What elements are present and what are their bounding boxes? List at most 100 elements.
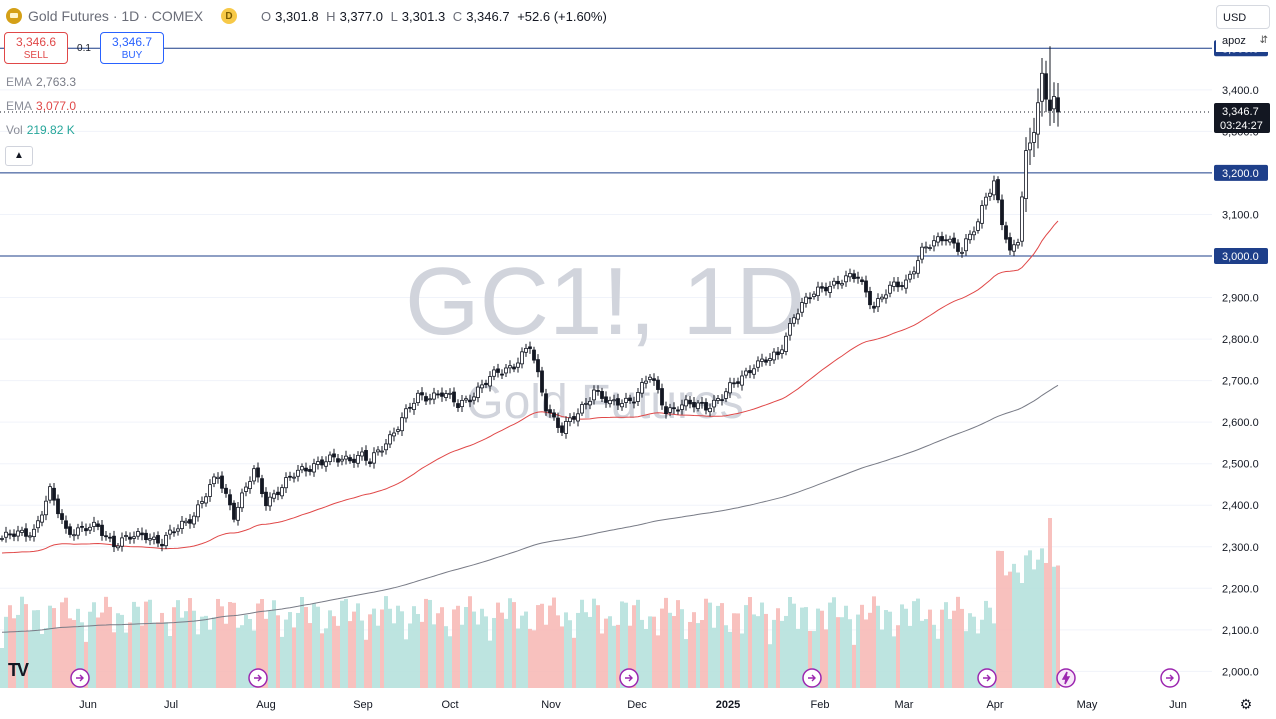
volume-bar	[780, 620, 784, 688]
candle-body	[48, 486, 52, 501]
last-price-label-bg	[1214, 102, 1270, 133]
candle-body	[1016, 242, 1020, 246]
volume-bar	[860, 604, 864, 688]
candle-body	[444, 393, 448, 398]
candle-body	[240, 492, 244, 509]
candle-body	[764, 359, 768, 363]
candle-body	[404, 408, 408, 419]
indicator-ema-fast[interactable]: EMA 3,077.0	[6, 99, 76, 113]
y-tick-label: 2,300.0	[1222, 542, 1259, 554]
y-tick-label: 2,000.0	[1222, 666, 1259, 678]
candle-body	[536, 359, 540, 373]
volume-bar	[148, 599, 152, 688]
symbol-title[interactable]: Gold Futures · 1D · COMEX	[28, 8, 204, 24]
volume-bar	[308, 623, 312, 688]
ema-slow-line	[1, 384, 1059, 633]
candle-body	[612, 399, 616, 402]
candle-body	[568, 417, 572, 423]
candle-body	[744, 370, 748, 376]
indicator-name: Vol	[6, 123, 23, 137]
scale-mode-select[interactable]: apoz ⇵	[1216, 30, 1270, 52]
market-status-badge[interactable]: D	[221, 8, 238, 24]
candle-body	[800, 302, 804, 313]
event-glyph	[983, 674, 991, 682]
candle-body	[960, 251, 964, 254]
volume-bar	[644, 628, 648, 688]
y-tick-label: 2,800.0	[1222, 334, 1259, 346]
candle-body	[892, 281, 896, 287]
volume-bar	[508, 598, 512, 688]
candle-body	[1024, 150, 1028, 199]
volume-bar	[900, 604, 904, 688]
volume-bar	[612, 625, 616, 688]
volume-bar	[676, 600, 680, 688]
volume-bar	[564, 612, 568, 688]
candle-body	[816, 286, 820, 297]
collapse-indicators-button[interactable]: ▲	[5, 146, 33, 166]
tradingview-logo-icon[interactable]: TV	[8, 660, 29, 680]
volume-bar	[548, 605, 552, 688]
volume-bar	[248, 618, 252, 688]
candle-body	[380, 450, 384, 453]
candle-body	[248, 481, 252, 490]
candle-body	[152, 536, 156, 540]
ohlc-values: O 3,301.8 H 3,377.0 L 3,301.3 C 3,346.7 +52.…	[261, 9, 611, 24]
candle-body	[976, 221, 980, 231]
volume-bar	[980, 619, 984, 688]
candle-body	[500, 373, 504, 376]
volume-bar	[368, 614, 372, 688]
candle-body	[920, 246, 924, 260]
volume-bar	[792, 603, 796, 688]
volume-bar	[812, 631, 816, 688]
candle-body	[36, 520, 40, 529]
volume-bar	[748, 597, 752, 688]
candle-body	[296, 469, 300, 477]
volume-bar	[460, 624, 464, 688]
candle-body	[640, 382, 644, 394]
volume-bar	[700, 620, 704, 688]
candle-body	[184, 520, 188, 524]
sell-price: 3,346.6	[15, 35, 57, 49]
volume-bar	[760, 602, 764, 688]
candle-body	[352, 458, 356, 463]
gear-icon[interactable]: ⚙	[1239, 696, 1253, 712]
volume-bar	[352, 611, 356, 688]
open-value: 3,301.8	[275, 8, 319, 24]
candle-body	[436, 393, 440, 396]
indicator-ema-slow[interactable]: EMA 2,763.3	[6, 75, 76, 89]
y-tick-label: 2,400.0	[1222, 500, 1259, 512]
buy-button[interactable]: 3,346.7 BUY	[100, 32, 164, 64]
currency-select[interactable]: USD	[1216, 5, 1270, 29]
volume-bar	[584, 612, 588, 688]
candle-body	[668, 407, 672, 413]
candle-body	[452, 391, 456, 403]
volume-bar	[948, 618, 952, 688]
sell-button[interactable]: 3,346.6 SELL	[4, 32, 68, 64]
volume-bar	[340, 600, 344, 688]
volume-bar	[220, 606, 224, 688]
volume-bar	[1020, 583, 1024, 688]
volume-bar	[596, 605, 600, 688]
candle-body	[12, 533, 16, 537]
volume-bar	[920, 620, 924, 688]
candle-body	[788, 323, 792, 336]
candle-body	[576, 413, 580, 422]
candle-body	[384, 443, 388, 451]
candle-body	[192, 515, 196, 525]
volume-bar	[480, 608, 484, 688]
candle-body	[284, 477, 288, 489]
candle-body	[588, 400, 592, 406]
volume-bar	[128, 622, 132, 688]
volume-bar	[796, 628, 800, 688]
volume-bar	[344, 598, 348, 688]
volume-bar	[824, 629, 828, 688]
volume-bar	[768, 644, 772, 688]
high-key: H	[326, 8, 336, 24]
volume-bar	[64, 597, 68, 688]
candle-body	[476, 386, 480, 398]
indicator-volume[interactable]: Vol 219.82 K	[6, 123, 75, 137]
candle-body	[512, 366, 516, 370]
volume-bar	[936, 638, 940, 688]
volume-bar	[300, 596, 304, 688]
